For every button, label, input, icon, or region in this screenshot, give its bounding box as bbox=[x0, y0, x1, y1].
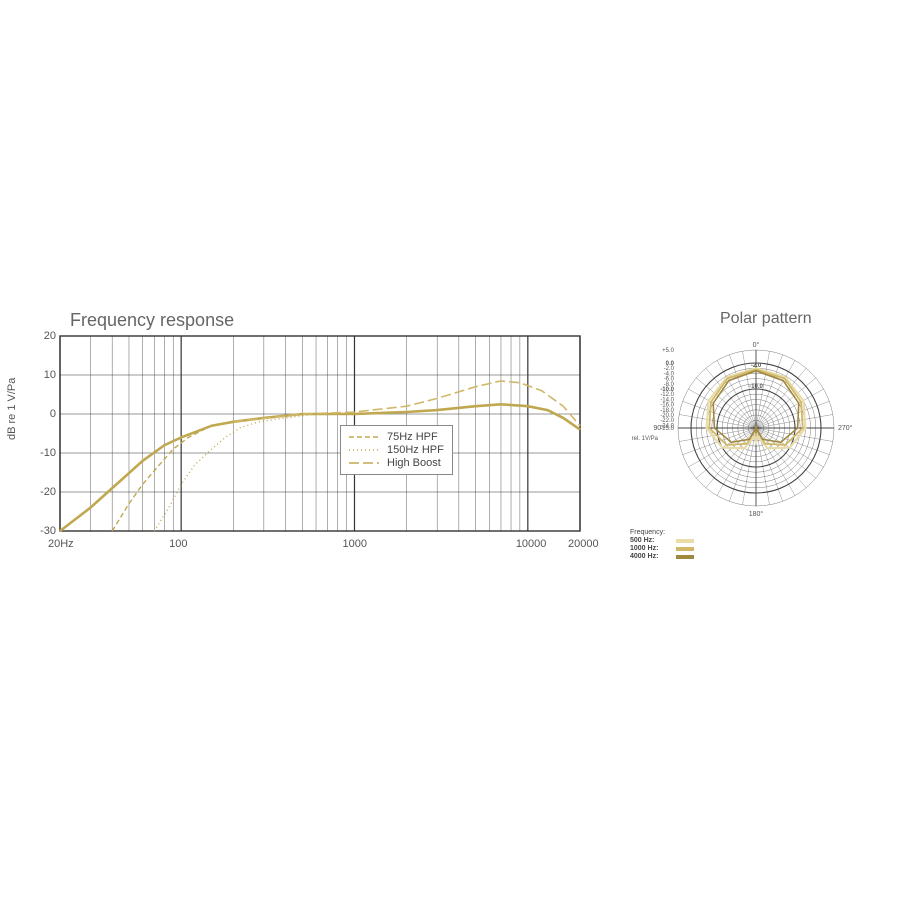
ytick: 0 bbox=[32, 408, 56, 420]
svg-text:0°: 0° bbox=[753, 341, 760, 349]
freq-title: Frequency response bbox=[70, 310, 234, 331]
xtick: 1000 bbox=[342, 538, 366, 550]
polar-legend-item: 4000 Hz: bbox=[630, 553, 694, 560]
ytick: -30 bbox=[32, 525, 56, 537]
polar-pattern-chart: Polar pattern +5.00.0-2.0-4.0-6.0-8.0-10… bbox=[630, 330, 880, 570]
ytick: -20 bbox=[32, 486, 56, 498]
polar-plot-svg: +5.00.0-2.0-4.0-6.0-8.0-10.0-12.0-14.0-1… bbox=[630, 330, 882, 530]
legend-item: 75Hz HPF bbox=[349, 431, 444, 443]
svg-text:-2.0: -2.0 bbox=[751, 363, 762, 369]
frequency-response-chart: Frequency response dB re 1 V/Pa -30-20-1… bbox=[0, 330, 600, 570]
xtick: 20Hz bbox=[48, 538, 74, 550]
svg-text:270°: 270° bbox=[838, 424, 853, 432]
freq-plot-svg bbox=[0, 330, 600, 560]
ytick: 20 bbox=[32, 330, 56, 342]
polar-legend: Frequency:500 Hz:1000 Hz:4000 Hz: bbox=[630, 528, 694, 561]
svg-text:90°: 90° bbox=[653, 424, 664, 432]
svg-text:dB rel. 1V/Pa: dB rel. 1V/Pa bbox=[630, 436, 659, 442]
legend-item: 150Hz HPF bbox=[349, 444, 444, 456]
xtick: 20000 bbox=[568, 538, 599, 550]
ytick: 10 bbox=[32, 369, 56, 381]
svg-text:+5.0: +5.0 bbox=[662, 348, 675, 354]
polar-legend-title: Frequency: bbox=[630, 529, 694, 536]
polar-title: Polar pattern bbox=[720, 310, 812, 328]
freq-ylabel: dB re 1 V/Pa bbox=[6, 378, 18, 440]
ytick: -10 bbox=[32, 447, 56, 459]
svg-text:-10.0: -10.0 bbox=[749, 384, 763, 390]
svg-text:180°: 180° bbox=[749, 510, 764, 518]
xtick: 100 bbox=[169, 538, 187, 550]
polar-legend-item: 500 Hz: bbox=[630, 537, 694, 544]
xtick: 10000 bbox=[516, 538, 547, 550]
polar-legend-item: 1000 Hz: bbox=[630, 545, 694, 552]
freq-legend: 75Hz HPF150Hz HPFHigh Boost bbox=[340, 425, 453, 475]
legend-item: High Boost bbox=[349, 457, 444, 469]
